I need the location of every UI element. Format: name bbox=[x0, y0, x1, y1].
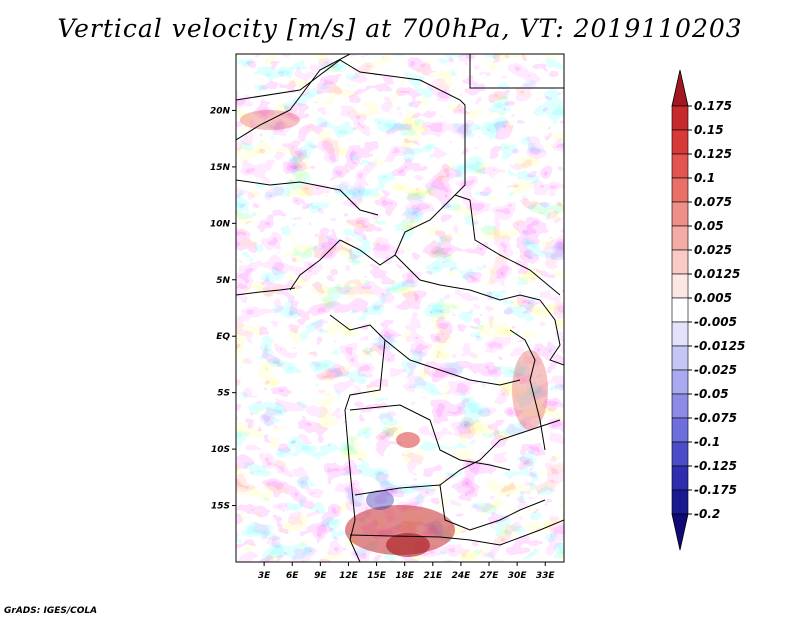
lon-tick-label: 3E bbox=[258, 571, 271, 581]
colorbar-swatch bbox=[671, 201, 689, 227]
lon-tick-label: 33E bbox=[536, 571, 556, 581]
colorbar-swatch bbox=[671, 489, 689, 515]
colorbar-label: 0.15 bbox=[694, 123, 724, 137]
colorbar-swatch bbox=[671, 465, 689, 491]
lat-tick-label: 15S bbox=[211, 502, 230, 512]
lat-tick-label: EQ bbox=[216, 332, 230, 342]
colorbar-swatch bbox=[671, 297, 689, 323]
colorbar-swatch bbox=[671, 369, 689, 395]
lon-tick-label: 6E bbox=[286, 571, 299, 581]
colorbar-label: -0.175 bbox=[694, 483, 737, 497]
colorbar-label: 0.05 bbox=[694, 219, 724, 233]
map-frame bbox=[235, 53, 565, 563]
lon-tick-label: 21E bbox=[423, 571, 443, 581]
colorbar-label: 0.025 bbox=[694, 243, 732, 257]
colorbar-label: -0.05 bbox=[694, 387, 729, 401]
lat-tick-label: 15N bbox=[210, 163, 231, 173]
colorbar-label: -0.125 bbox=[694, 459, 737, 473]
lon-tick-label: 18E bbox=[395, 571, 415, 581]
colorbar-swatch bbox=[671, 105, 689, 131]
colorbar-swatch bbox=[671, 513, 689, 551]
lat-tick-label: 10S bbox=[211, 445, 230, 455]
lon-tick-label: 24E bbox=[452, 571, 472, 581]
colorbar-label: 0.125 bbox=[694, 147, 732, 161]
colorbar-swatch bbox=[671, 345, 689, 371]
lon-tick-label: 12E bbox=[339, 571, 359, 581]
credit-text: GrADS: IGES/COLA bbox=[4, 606, 97, 616]
colorbar-label: 0.175 bbox=[694, 99, 732, 113]
lat-axis: 20N 15N 10N 5N EQ 5S 10S 15S bbox=[210, 106, 236, 512]
colorbar: 0.175 0.15 0.125 0.1 0.075 0.05 0.025 0.0125 0.0… bbox=[671, 69, 745, 551]
colorbar-label: -0.005 bbox=[694, 315, 737, 329]
colorbar-swatch bbox=[671, 153, 689, 179]
colorbar-label: 0.075 bbox=[694, 195, 732, 209]
colorbar-swatch bbox=[671, 177, 689, 203]
velocity-field bbox=[236, 54, 564, 562]
colorbar-swatch bbox=[671, 417, 689, 443]
lon-tick-label: 15E bbox=[367, 571, 387, 581]
colorbar-swatch bbox=[671, 129, 689, 155]
lon-tick-label: 27E bbox=[480, 571, 500, 581]
lat-tick-label: 5N bbox=[216, 276, 230, 286]
lon-tick-label: 30E bbox=[508, 571, 528, 581]
country-borders bbox=[236, 54, 564, 562]
colorbar-label: -0.0125 bbox=[694, 339, 745, 353]
lat-tick-label: 5S bbox=[217, 389, 230, 399]
colorbar-swatch bbox=[671, 249, 689, 275]
colorbar-label: 0.0125 bbox=[694, 267, 740, 281]
colorbar-swatch bbox=[671, 321, 689, 347]
lon-axis: 3E 6E 9E 12E 15E 18E 21E 24E 27E 30E 33E bbox=[258, 562, 556, 581]
colorbar-label: -0.075 bbox=[694, 411, 737, 425]
colorbar-swatch bbox=[671, 225, 689, 251]
lat-tick-label: 20N bbox=[210, 106, 231, 116]
colorbar-swatch bbox=[671, 69, 689, 107]
colorbar-swatch bbox=[671, 441, 689, 467]
colorbar-label: 0.1 bbox=[694, 171, 715, 185]
colorbar-label: -0.2 bbox=[694, 507, 720, 521]
colorbar-label: -0.025 bbox=[694, 363, 737, 377]
lon-tick-label: 9E bbox=[314, 571, 327, 581]
chart-title: Vertical velocity [m/s] at 700hPa, VT: 2… bbox=[57, 14, 743, 43]
colorbar-swatch bbox=[671, 393, 689, 419]
lat-tick-label: 10N bbox=[210, 219, 231, 229]
colorbar-label: -0.1 bbox=[694, 435, 720, 449]
colorbar-swatch bbox=[671, 273, 689, 299]
colorbar-label: 0.005 bbox=[694, 291, 732, 305]
